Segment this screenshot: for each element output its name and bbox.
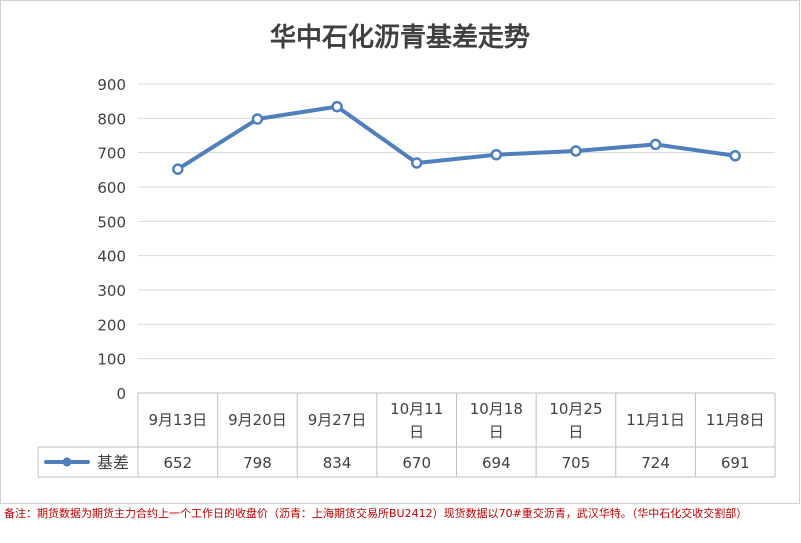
data-table-value: 670 <box>402 454 431 472</box>
data-point <box>729 150 741 162</box>
x-category-label-line: 11月1日 <box>626 411 685 429</box>
y-tick-label: 700 <box>97 145 126 163</box>
data-point <box>410 157 423 169</box>
data-point <box>251 113 264 125</box>
x-category-label-line: 10月18 <box>470 400 523 418</box>
x-category-label-line: 11月8日 <box>706 411 765 429</box>
series-layer <box>172 100 741 175</box>
legend-marker-icon <box>62 457 72 467</box>
y-tick-label: 400 <box>97 248 126 266</box>
legend-series-name: 基差 <box>97 453 129 472</box>
y-tick-label: 600 <box>97 179 126 197</box>
data-table-value: 834 <box>323 454 352 472</box>
x-category-label-line: 日 <box>409 423 424 441</box>
x-category-label: 9月27日 <box>308 411 367 429</box>
x-category-label-line: 9月27日 <box>308 411 367 429</box>
data-point <box>570 145 582 157</box>
chart-title: 华中石化沥青基差走势 <box>270 22 530 53</box>
data-table-value: 691 <box>721 454 750 472</box>
y-tick-label: 500 <box>97 213 126 231</box>
x-category-label: 10月25 日 <box>549 400 602 441</box>
data-table-value: 705 <box>562 454 591 472</box>
gridlines <box>138 83 775 360</box>
footnote: 备注：期货数据为期货主力合约上一个工作日的收盘价（沥青：上海期货交易所BU241… <box>4 507 748 520</box>
y-tick-label: 800 <box>97 110 126 128</box>
series-line <box>175 104 738 172</box>
x-category-label-line: 日 <box>568 423 583 441</box>
data-point <box>490 148 503 161</box>
x-category-label: 9月13日 <box>148 411 207 429</box>
y-tick-label: 100 <box>97 351 126 369</box>
data-table-value: 798 <box>243 454 272 472</box>
x-category-label: 9月20日 <box>228 411 287 429</box>
y-tick-label: 300 <box>97 282 126 300</box>
x-category-label-line: 9月20日 <box>228 411 287 429</box>
x-category-label-line: 10月11 <box>390 400 443 418</box>
data-point <box>649 138 662 151</box>
x-category-label: 10月18 日 <box>470 400 523 441</box>
data-table-value: 694 <box>482 454 511 472</box>
x-category-label-line: 日 <box>489 423 504 441</box>
chart-svg: 华中石化沥青基差走势 0100200300400500600700800900 … <box>0 0 800 504</box>
x-category-label-line: 9月13日 <box>148 411 207 429</box>
y-axis-ticks: 0 100 200 300 400 500 600 700 800 900 <box>97 76 126 403</box>
x-category-label: 11月1日 <box>626 411 685 429</box>
x-category-label: 11月8日 <box>706 411 765 429</box>
data-table-value: 724 <box>641 454 670 472</box>
data-table-value: 652 <box>163 454 192 472</box>
data-point <box>331 100 343 113</box>
data-point <box>172 163 184 175</box>
y-tick-label: 900 <box>97 76 126 94</box>
data-table: 9月13日 9月20日 9月27日 10月11 日 10月18 日 10月25 日 11月1日 11… <box>37 392 776 478</box>
y-tick-label: 0 <box>116 385 126 403</box>
y-tick-label: 200 <box>97 316 126 334</box>
x-category-label-line: 10月25 <box>549 400 602 418</box>
x-category-label: 10月11 日 <box>390 400 443 441</box>
